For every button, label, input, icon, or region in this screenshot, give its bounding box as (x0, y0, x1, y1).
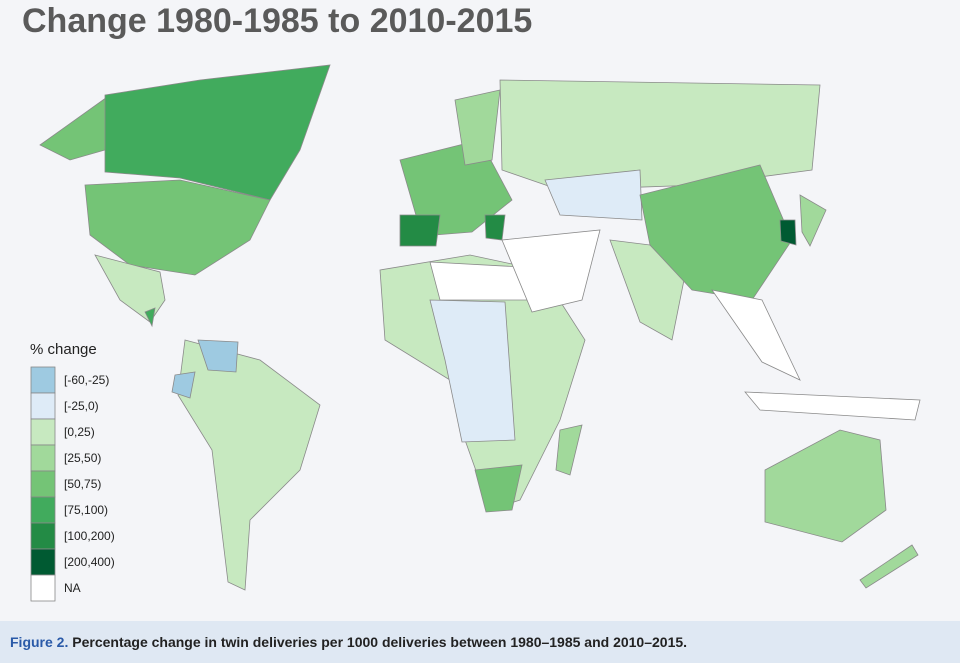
region (484, 214, 506, 241)
legend-swatch (30, 444, 56, 472)
region (144, 307, 156, 328)
region (39, 94, 111, 161)
legend-label: [200,400) (64, 555, 115, 569)
caption-label: Figure 2. (10, 634, 69, 650)
legend-label: [0,25) (64, 425, 95, 439)
legend: [-60,-25) [-25,0) [0,25) [25,50) [50,75) [75,… (30, 366, 115, 602)
region (474, 464, 523, 513)
legend-swatch (30, 470, 56, 498)
caption: Figure 2. Percentage change in twin deli… (0, 621, 960, 663)
region (544, 169, 643, 221)
region (501, 229, 601, 313)
region (555, 424, 583, 476)
map-title: Change 1980-1985 to 2010-2015 (22, 2, 532, 40)
legend-label: [25,50) (64, 451, 101, 465)
region (197, 339, 239, 373)
region (399, 214, 441, 247)
region (104, 64, 331, 201)
legend-label: [50,75) (64, 477, 101, 491)
legend-label: [-60,-25) (64, 373, 109, 387)
legend-swatch (30, 418, 56, 446)
region (499, 79, 821, 191)
map: Change 1980-1985 to 2010-2015 % change [… (22, 2, 921, 602)
legend-label: [-25,0) (64, 399, 99, 413)
region (454, 89, 501, 166)
caption-text: Percentage change in twin deliveries per… (72, 634, 688, 650)
legend-label: NA (64, 581, 81, 595)
region (779, 219, 797, 246)
legend-swatch (30, 522, 56, 550)
region (859, 544, 919, 589)
legend-swatch (30, 392, 56, 420)
legend-swatch (30, 496, 56, 524)
legend-label: [100,200) (64, 529, 115, 543)
region (171, 371, 196, 399)
region (744, 391, 921, 421)
region (429, 299, 516, 443)
region (799, 194, 827, 247)
world-map (39, 64, 921, 591)
region (177, 339, 321, 591)
legend-swatch (30, 548, 56, 576)
legend-swatch (30, 574, 56, 602)
region (94, 254, 166, 323)
region (711, 289, 801, 381)
region (84, 179, 271, 276)
legend-title: % change (30, 341, 97, 358)
region (764, 429, 887, 543)
legend-swatch (30, 366, 56, 394)
legend-label: [75,100) (64, 503, 108, 517)
